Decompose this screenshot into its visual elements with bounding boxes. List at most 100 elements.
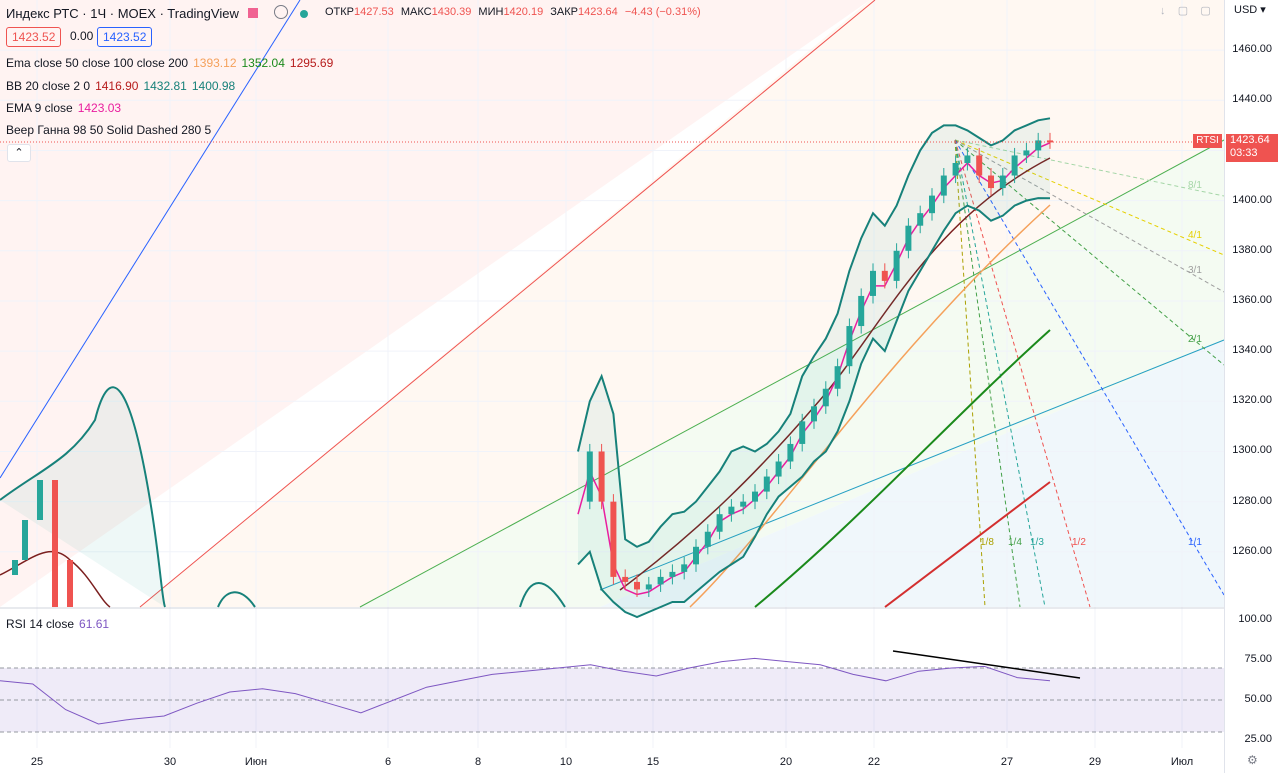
gann-sector-fill [140,0,1224,607]
currency-label: USD [1234,4,1258,16]
candle-body [858,295,865,327]
chevron-down-icon: ▾ [1260,4,1266,16]
bb-upper-left [0,386,166,608]
candle-body [905,225,912,251]
candle-body [893,250,900,281]
candle-body [22,520,28,560]
gann-ratio-label: 1/2 [1072,537,1086,548]
candle-body [657,576,664,585]
legend-gann-label: Веер Ганна 98 50 Solid Dashed 280 5 [6,123,212,137]
candle-body [622,576,629,582]
legend-ema9[interactable]: EMA 9 close 1423.03 [6,100,126,116]
legend-bb-label: BB 20 close 2 0 [6,79,91,93]
candle-body [586,451,593,502]
candle-body [1023,150,1030,156]
low-label: МИН [478,6,504,18]
symbol-tag: RTSI [1193,134,1222,148]
price-tick-label: 1340.00 [1232,344,1272,357]
gann-ray-green [359,139,1225,608]
time-tick-label: 27 [1000,756,1014,768]
collapse-icon[interactable]: ▢ [1177,5,1189,17]
time-tick-label: 20 [779,756,793,768]
gann-ratio-label: 3/1 [1188,265,1202,276]
legend-bb-v2: 1432.81 [143,79,187,93]
legend-bb-v3: 1400.98 [191,79,236,93]
price-tick-label: 1380.00 [1232,243,1272,256]
price-tick-label: 1260.00 [1232,544,1272,557]
candle-body [952,162,959,176]
price-tick-label: 1440.00 [1232,93,1272,106]
price-tick-label: 1400.00 [1232,193,1272,206]
legend-bb-v1: 1416.90 [95,79,139,93]
time-tick-label: 6 [384,756,392,768]
ohlc-values: ОТКР1427.53 МАКС1430.39 МИН1420.19 ЗАКР1… [325,6,705,18]
rsi-tick-label: 100.00 [1238,613,1272,625]
legend-ema-label: Ema close 50 close 100 close 200 [6,56,189,70]
candle-body [610,501,617,577]
gann-ratio-label: 1/3 [1030,537,1044,548]
candle-body [834,366,841,389]
gann-fan-line [954,139,1225,293]
collapse-legend-button[interactable]: ⌃ [7,144,31,162]
gann-ray-cyan [599,339,1225,591]
candle-body [799,421,806,444]
high-value: 1430.39 [431,6,472,18]
candle-body [669,571,676,577]
candle-body [681,564,688,572]
legend-gann[interactable]: Веер Ганна 98 50 Solid Dashed 280 5 [6,122,216,138]
candle-body [1047,140,1053,143]
ema-line [619,157,1051,591]
price-axis[interactable] [1224,0,1280,773]
candle-body [787,443,794,462]
candle-body [881,270,888,281]
legend-bb[interactable]: BB 20 close 2 0 1416.90 1432.81 1400.98 [6,78,240,94]
candle-body [763,476,770,492]
gann-fan-line [954,139,986,608]
legend-ema9-label: EMA 9 close [6,101,73,115]
change-value: −4.43 (−0.31%) [624,6,701,18]
maximize-icon[interactable]: ▢ [1200,5,1211,17]
candle-body [752,491,758,502]
settings-icon[interactable] [274,5,289,19]
gann-fan-line [954,139,1046,608]
candle-body [1035,140,1042,151]
candle-body [822,388,829,407]
gear-icon[interactable]: ⚙ [1247,753,1258,767]
candle-body [740,501,747,507]
flag-icon[interactable] [248,8,259,18]
sell-button[interactable]: 1423.52 [6,27,62,47]
candle-body [1011,155,1018,176]
legend-ema-v3: 1295.69 [289,56,334,70]
title-text: Индекс РТС · 1Ч · MOEX · TradingView [6,6,239,21]
gann-ray-blue [0,0,301,479]
gann-ratio-label: 8/1 [1188,180,1202,191]
currency-selector[interactable]: USD ▾ [1234,3,1266,16]
close-value: 1423.64 [578,6,618,18]
time-tick-label: 29 [1088,756,1102,768]
candle-body [999,175,1006,189]
buy-button[interactable]: 1423.52 [97,27,153,47]
ema200-line [884,481,1051,608]
candle-body [811,406,817,422]
rsi-tick-label: 75.00 [1244,653,1272,665]
candle-body [37,480,43,520]
bar-countdown: 03:33 [1230,147,1258,159]
ema-line-left [0,550,111,608]
legend-ema[interactable]: Ema close 50 close 100 close 200 1393.12 1… [6,55,338,71]
time-tick-label: Июн [244,756,268,768]
time-tick-label: 30 [163,756,177,768]
rsi-divergence-line [892,650,1081,679]
candle-body [775,461,782,477]
bb-upper-line [577,117,1051,548]
candle-body [634,581,640,590]
time-tick-label: 10 [559,756,573,768]
candle-body [704,531,711,547]
rsi-tick-label: 25.00 [1244,733,1272,745]
bb-fill [578,118,1050,618]
open-value: 1427.53 [354,6,394,18]
download-icon[interactable]: ↓ [1160,5,1166,17]
status-dot-icon [299,10,308,18]
legend-rsi[interactable]: RSI 14 close 61.61 [6,616,114,632]
open-label: ОТКР [325,6,355,18]
